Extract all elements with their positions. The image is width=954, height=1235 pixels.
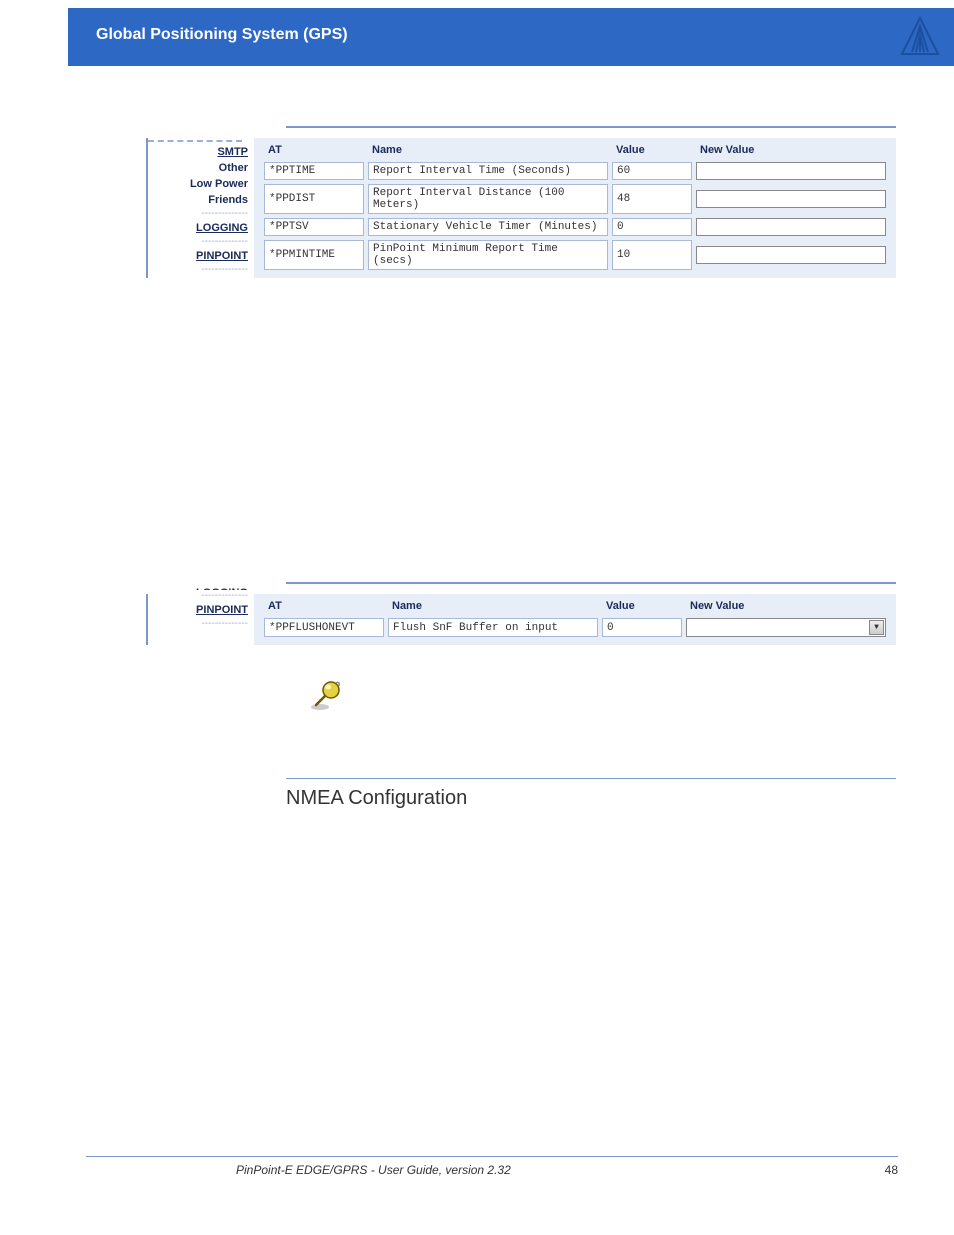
cell-at: *PPTSV (264, 218, 364, 236)
col-name: Name (368, 142, 608, 158)
sidebar-item-smtp[interactable]: SMTP (148, 144, 248, 160)
cell-name: Stationary Vehicle Timer (Minutes) (368, 218, 608, 236)
table-row: *PPMINTIMEPinPoint Minimum Report Time (… (264, 240, 886, 270)
col-at: AT (264, 142, 364, 158)
cell-at: *PPTIME (264, 162, 364, 180)
cell-value: 60 (612, 162, 692, 180)
cell-value: 0 (602, 618, 682, 637)
table-row: *PPTIMEReport Interval Time (Seconds)60 (264, 162, 886, 180)
table-row: *PPTSVStationary Vehicle Timer (Minutes)… (264, 218, 886, 236)
col-value: Value (602, 598, 682, 614)
col-value: Value (612, 142, 692, 158)
footer-guide: PinPoint-E EDGE/GPRS - User Guide, versi… (86, 1163, 511, 1177)
col-newvalue: New Value (686, 598, 886, 614)
col-name: Name (388, 598, 598, 614)
page-title: Global Positioning System (GPS) (96, 26, 348, 44)
new-value-select[interactable]: ▼ (686, 618, 886, 637)
config-panel-1: SMTPOtherLow PowerFriends--------------L… (286, 126, 896, 278)
cell-name: Flush SnF Buffer on input (388, 618, 598, 637)
sidebar-item-other: Other (148, 160, 248, 176)
table-row: *PPDISTReport Interval Distance (100 Met… (264, 184, 886, 214)
sidebar-2: LOGGING--------------PINPOINT-----------… (146, 594, 254, 645)
new-value-input[interactable] (696, 162, 886, 180)
dropdown-icon[interactable]: ▼ (869, 620, 884, 635)
config-table-2: AT Name Value New Value *PPFLUSHONEVTFlu… (260, 594, 890, 641)
pushpin-note-icon (306, 673, 896, 718)
config-panel-2: LOGGING--------------PINPOINT-----------… (286, 582, 896, 645)
page-header: Global Positioning System (GPS) (68, 8, 954, 66)
cell-at: *PPMINTIME (264, 240, 364, 270)
sidebar-separator: -------------- (148, 590, 248, 602)
col-at: AT (264, 598, 384, 614)
cell-name: Report Interval Time (Seconds) (368, 162, 608, 180)
sidebar-item-logging[interactable]: LOGGING (148, 220, 248, 236)
table-row: *PPFLUSHONEVTFlush SnF Buffer on input0 ▼ (264, 618, 886, 637)
cell-at: *PPFLUSHONEVT (264, 618, 384, 637)
sidebar-separator: -------------- (148, 264, 248, 276)
sidebar-item-low-power: Low Power (148, 176, 248, 192)
col-newvalue: New Value (696, 142, 886, 158)
cell-value: 10 (612, 240, 692, 270)
sidebar-item-friends: Friends (148, 192, 248, 208)
new-value-input[interactable] (696, 190, 886, 208)
cell-name: PinPoint Minimum Report Time (secs) (368, 240, 608, 270)
cell-value: 48 (612, 184, 692, 214)
cell-value: 0 (612, 218, 692, 236)
sidebar-item-pinpoint[interactable]: PINPOINT (148, 248, 248, 264)
sidebar-1: SMTPOtherLow PowerFriends--------------L… (146, 138, 254, 278)
section-divider: NMEA Configuration (286, 778, 896, 810)
cell-at: *PPDIST (264, 184, 364, 214)
config-table-1: AT Name Value New Value *PPTIMEReport In… (260, 138, 890, 274)
sidebar-item-pinpoint[interactable]: PINPOINT (148, 602, 248, 618)
sidebar-separator: -------------- (148, 208, 248, 220)
page-footer: PinPoint-E EDGE/GPRS - User Guide, versi… (86, 1156, 898, 1177)
cell-name: Report Interval Distance (100 Meters) (368, 184, 608, 214)
sidebar-separator: -------------- (148, 236, 248, 248)
new-value-input[interactable] (696, 218, 886, 236)
new-value-input[interactable] (696, 246, 886, 264)
footer-page: 48 (885, 1163, 898, 1177)
section-title: NMEA Configuration (286, 787, 896, 810)
brand-logo (898, 16, 942, 61)
sidebar-separator: -------------- (148, 618, 248, 630)
